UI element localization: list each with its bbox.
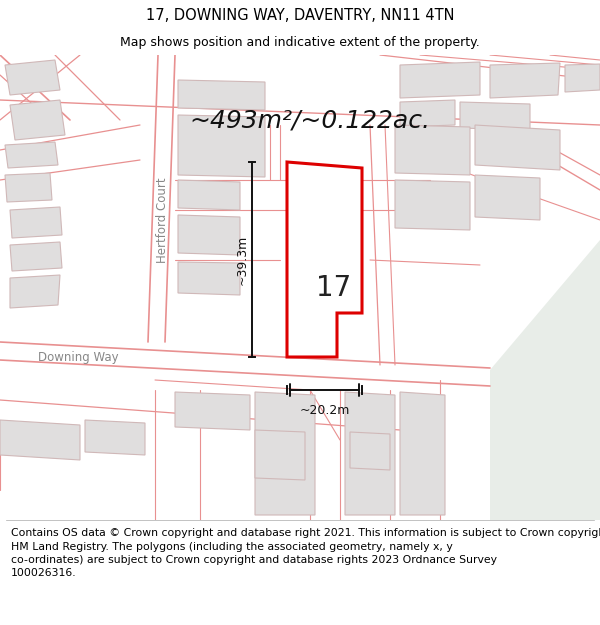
Polygon shape	[475, 175, 540, 220]
Polygon shape	[178, 80, 265, 110]
Polygon shape	[460, 102, 530, 130]
Polygon shape	[178, 180, 240, 210]
Polygon shape	[350, 432, 390, 470]
Polygon shape	[178, 115, 265, 177]
Polygon shape	[345, 392, 395, 515]
Text: Downing Way: Downing Way	[38, 351, 118, 364]
Text: 17: 17	[316, 274, 351, 302]
Polygon shape	[395, 125, 470, 175]
Polygon shape	[565, 64, 600, 92]
Polygon shape	[178, 262, 240, 295]
Text: ~20.2m: ~20.2m	[299, 404, 350, 417]
Polygon shape	[255, 430, 305, 480]
Text: Contains OS data © Crown copyright and database right 2021. This information is : Contains OS data © Crown copyright and d…	[11, 528, 600, 578]
Polygon shape	[400, 392, 445, 515]
Polygon shape	[475, 125, 560, 170]
Polygon shape	[400, 62, 480, 98]
Polygon shape	[5, 173, 52, 202]
Text: Map shows position and indicative extent of the property.: Map shows position and indicative extent…	[120, 36, 480, 49]
Polygon shape	[178, 215, 240, 255]
Text: ~493m²/~0.122ac.: ~493m²/~0.122ac.	[190, 108, 431, 132]
Polygon shape	[490, 63, 560, 98]
Polygon shape	[175, 392, 250, 430]
Polygon shape	[10, 207, 62, 238]
Polygon shape	[85, 420, 145, 455]
Polygon shape	[10, 242, 62, 271]
Polygon shape	[10, 100, 65, 140]
Polygon shape	[400, 100, 455, 127]
Polygon shape	[287, 162, 362, 357]
Polygon shape	[0, 420, 80, 460]
Text: 17, DOWNING WAY, DAVENTRY, NN11 4TN: 17, DOWNING WAY, DAVENTRY, NN11 4TN	[146, 8, 454, 23]
Polygon shape	[5, 142, 58, 168]
Text: ~39.3m: ~39.3m	[235, 234, 248, 284]
Polygon shape	[490, 240, 600, 520]
Polygon shape	[10, 275, 60, 308]
Polygon shape	[395, 180, 470, 230]
Polygon shape	[5, 60, 60, 95]
Polygon shape	[255, 392, 315, 515]
Text: Hertford Court: Hertford Court	[155, 177, 169, 262]
